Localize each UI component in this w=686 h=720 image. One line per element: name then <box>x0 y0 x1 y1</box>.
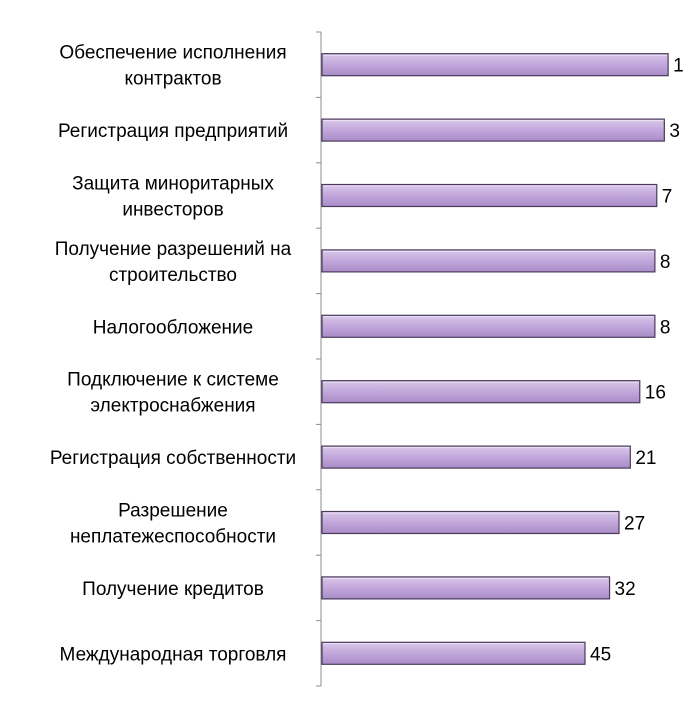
bar <box>321 510 620 535</box>
data-label: 32 <box>615 579 636 600</box>
category-label: Получение кредитов <box>82 579 264 600</box>
bar <box>321 380 641 404</box>
data-label: 8 <box>660 252 671 273</box>
bar <box>321 445 631 469</box>
data-label: 27 <box>624 514 645 535</box>
category-label: Налогообложение <box>93 317 253 338</box>
data-label: 8 <box>660 317 671 338</box>
data-label: 16 <box>645 383 666 404</box>
category-axis <box>316 31 322 687</box>
category-label: Получение разрешений на строительство <box>55 239 292 286</box>
data-label: 7 <box>662 187 673 208</box>
category-label: Регистрация предприятий <box>58 121 288 142</box>
data-label: 45 <box>590 644 611 665</box>
bar <box>321 249 656 273</box>
bar <box>321 53 669 77</box>
data-labels: 1 3 7 8 8 16 21 27 32 45 <box>590 56 684 666</box>
bar <box>321 314 656 338</box>
category-label: Обеспечение исполнения контрактов <box>59 43 286 90</box>
category-label: Подключение к системе электроснабжения <box>67 370 279 417</box>
category-labels: Обеспечение исполнения контрактов Регистра… <box>50 43 296 666</box>
data-label: 1 <box>673 56 684 77</box>
bars <box>321 53 669 665</box>
category-label: Международная торговля <box>60 644 287 665</box>
category-label: Регистрация собственности <box>50 448 296 469</box>
bar <box>321 118 665 142</box>
category-label: Разрешение неплатежеспособности <box>70 501 276 548</box>
bar <box>321 183 658 208</box>
bar <box>321 641 586 665</box>
data-label: 3 <box>669 121 680 142</box>
category-label: Защита миноритарных инвесторов <box>72 174 274 221</box>
data-label: 21 <box>635 448 656 469</box>
bar <box>321 576 611 600</box>
